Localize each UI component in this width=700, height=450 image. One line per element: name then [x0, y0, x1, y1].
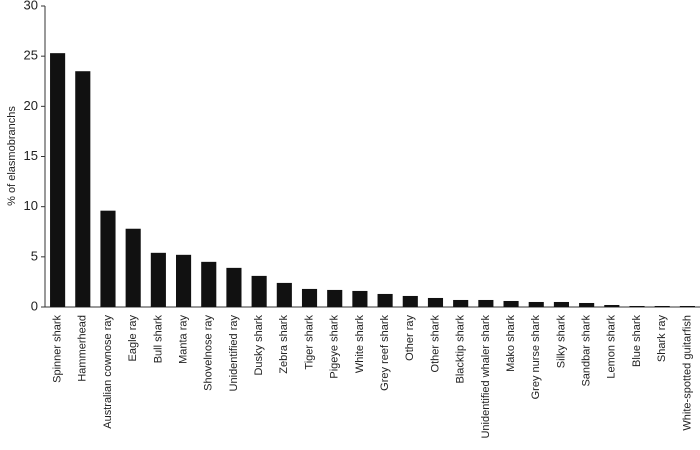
- bar: [427, 297, 444, 307]
- bar: [402, 295, 418, 307]
- bar: [150, 252, 166, 307]
- x-tick-label: Tiger shark: [303, 315, 315, 370]
- bar: [251, 275, 267, 307]
- bar: [301, 288, 318, 307]
- x-tick-label: Other ray: [404, 315, 416, 361]
- bar: [453, 299, 469, 307]
- x-tick-label: Shark ray: [656, 315, 668, 363]
- x-tick-label: White-spotted guitarfish: [681, 315, 693, 431]
- x-tick-label: Manta ray: [177, 315, 189, 364]
- x-tick-label: Hammerhead: [77, 315, 89, 382]
- bar: [327, 289, 343, 307]
- y-tick-label: 0: [31, 298, 38, 313]
- y-axis-label: % of elasmobranchs: [6, 106, 18, 206]
- x-tick-label: Blacktip shark: [455, 315, 467, 384]
- x-tick-label: Unidentified ray: [228, 315, 240, 392]
- x-tick-label: Lemon shark: [606, 315, 618, 379]
- x-tick-label: White shark: [354, 315, 366, 374]
- x-tick-label: Zebra shark: [278, 315, 290, 374]
- y-tick-label: 20: [24, 98, 38, 113]
- bar: [478, 299, 494, 307]
- bar: [176, 254, 192, 307]
- x-tick-label: Shovelnose ray: [203, 315, 215, 391]
- x-tick-label: Spinner shark: [52, 315, 64, 383]
- x-tick-label: Grey nurse shark: [530, 315, 542, 400]
- bar: [579, 302, 595, 307]
- bar: [528, 301, 544, 307]
- bar: [50, 53, 66, 308]
- x-tick-label: Blue shark: [631, 315, 643, 367]
- y-tick-label: 25: [24, 48, 38, 63]
- bar: [679, 305, 695, 307]
- x-tick-label: Eagle ray: [127, 315, 139, 362]
- bar: [226, 267, 242, 307]
- y-tick-label: 15: [24, 148, 38, 163]
- bar: [75, 71, 91, 307]
- x-tick-label: Sandbar shark: [581, 315, 593, 387]
- x-tick-label: Unidentified whaler shark: [480, 315, 492, 439]
- bar: [100, 210, 116, 307]
- bar: [352, 290, 368, 307]
- bar: [629, 305, 645, 307]
- bar: [604, 304, 620, 307]
- x-tick-label: Bull shark: [152, 315, 164, 364]
- bar: [503, 300, 519, 307]
- x-tick-label: Silky shark: [555, 315, 567, 369]
- x-tick-label: Pigeye shark: [329, 315, 341, 379]
- bar: [125, 228, 141, 307]
- bar: [654, 305, 670, 307]
- x-tick-label: Mako shark: [505, 315, 517, 372]
- x-tick-label: Dusky shark: [253, 315, 265, 376]
- x-tick-label: Grey reef shark: [379, 315, 391, 391]
- bar: [553, 301, 569, 307]
- y-tick-label: 30: [24, 0, 38, 12]
- bar: [377, 293, 393, 307]
- y-tick-label: 5: [31, 248, 38, 263]
- y-tick-label: 10: [24, 198, 38, 213]
- x-tick-label: Australian cownose ray: [102, 315, 114, 429]
- x-tick-label: Other shark: [429, 315, 441, 373]
- bar: [201, 261, 217, 307]
- bar: [276, 282, 292, 307]
